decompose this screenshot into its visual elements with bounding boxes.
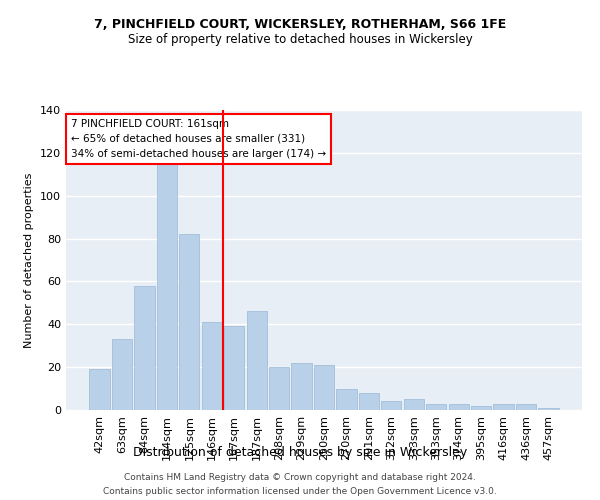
- Text: 7, PINCHFIELD COURT, WICKERSLEY, ROTHERHAM, S66 1FE: 7, PINCHFIELD COURT, WICKERSLEY, ROTHERH…: [94, 18, 506, 30]
- Text: 7 PINCHFIELD COURT: 161sqm
← 65% of detached houses are smaller (331)
34% of sem: 7 PINCHFIELD COURT: 161sqm ← 65% of deta…: [71, 119, 326, 158]
- Bar: [381, 402, 401, 410]
- Bar: [404, 400, 424, 410]
- Bar: [157, 157, 177, 410]
- Y-axis label: Number of detached properties: Number of detached properties: [25, 172, 34, 348]
- Bar: [516, 404, 536, 410]
- Text: Contains HM Land Registry data © Crown copyright and database right 2024.: Contains HM Land Registry data © Crown c…: [124, 473, 476, 482]
- Bar: [224, 326, 244, 410]
- Bar: [269, 367, 289, 410]
- Bar: [449, 404, 469, 410]
- Bar: [359, 393, 379, 410]
- Bar: [112, 340, 132, 410]
- Bar: [493, 404, 514, 410]
- Bar: [471, 406, 491, 410]
- Bar: [426, 404, 446, 410]
- Bar: [314, 365, 334, 410]
- Bar: [202, 322, 222, 410]
- Bar: [292, 363, 311, 410]
- Text: Size of property relative to detached houses in Wickersley: Size of property relative to detached ho…: [128, 32, 472, 46]
- Bar: [179, 234, 199, 410]
- Text: Distribution of detached houses by size in Wickersley: Distribution of detached houses by size …: [133, 446, 467, 459]
- Text: Contains public sector information licensed under the Open Government Licence v3: Contains public sector information licen…: [103, 486, 497, 496]
- Bar: [337, 388, 356, 410]
- Bar: [538, 408, 559, 410]
- Bar: [247, 312, 267, 410]
- Bar: [89, 370, 110, 410]
- Bar: [134, 286, 155, 410]
